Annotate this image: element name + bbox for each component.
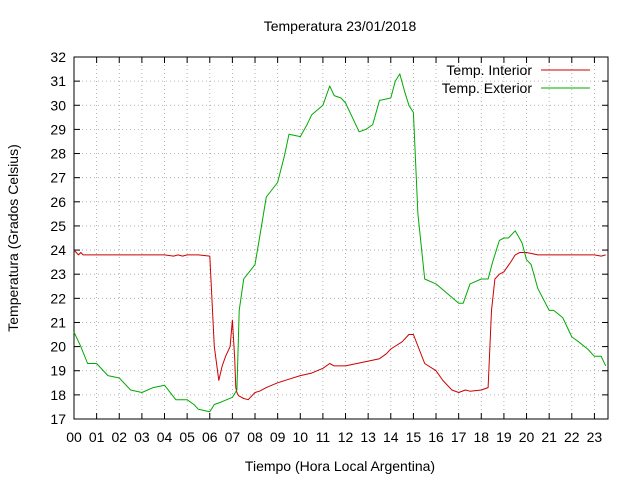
chart-title: Temperatura 23/01/2018 <box>264 18 417 34</box>
x-tick-label: 17 <box>451 429 467 445</box>
x-tick-label: 19 <box>496 429 512 445</box>
series-line-temp-exterior <box>73 73 607 413</box>
x-tick-label: 01 <box>89 429 105 445</box>
y-tick-label: 23 <box>50 266 66 282</box>
y-tick-label: 24 <box>50 242 66 258</box>
x-tick-label: 22 <box>564 429 580 445</box>
y-tick-label: 26 <box>50 194 66 210</box>
x-tick-label: 21 <box>541 429 557 445</box>
y-tick-label: 18 <box>50 387 66 403</box>
legend: Temp. Interior Temp. Exterior <box>442 62 590 96</box>
y-tick-label: 22 <box>50 290 66 306</box>
x-tick-label: 23 <box>587 429 603 445</box>
x-tick-label: 07 <box>225 429 241 445</box>
y-tick-label: 19 <box>50 363 66 379</box>
x-tick-label: 14 <box>383 429 399 445</box>
x-tick-label: 12 <box>338 429 354 445</box>
x-tick-label: 04 <box>157 429 173 445</box>
y-tick-label: 32 <box>50 49 66 65</box>
series-group <box>73 73 607 413</box>
x-tick-label: 15 <box>406 429 422 445</box>
y-axis-label: Temperatura (Grados Celsius) <box>5 144 21 332</box>
y-tick-label: 17 <box>50 411 66 427</box>
x-tick-label: 05 <box>179 429 195 445</box>
x-axis: 00 01 02 03 04 05 06 07 08 09 10 11 12 13 14 15 16 17 18 19… <box>66 57 602 445</box>
x-tick-label: 02 <box>111 429 127 445</box>
x-axis-label: Tiempo (Hora Local Argentina) <box>245 458 435 474</box>
legend-label-temp-exterior: Temp. Exterior <box>442 80 533 96</box>
x-tick-label: 11 <box>316 429 331 445</box>
x-tick-label: 13 <box>360 429 376 445</box>
x-tick-label: 20 <box>519 429 535 445</box>
plot-frame <box>73 56 609 420</box>
x-tick-label: 03 <box>134 429 150 445</box>
y-tick-label: 21 <box>50 314 66 330</box>
x-tick-label: 16 <box>428 429 444 445</box>
x-tick-label: 09 <box>270 429 286 445</box>
x-tick-label: 18 <box>473 429 489 445</box>
x-tick-label: 06 <box>202 429 218 445</box>
legend-label-temp-interior: Temp. Interior <box>446 62 532 78</box>
x-tick-label: 00 <box>66 429 82 445</box>
series-line-temp-interior <box>73 249 606 401</box>
y-tick-label: 25 <box>50 218 66 234</box>
grid <box>74 57 608 419</box>
x-tick-label: 08 <box>247 429 263 445</box>
y-tick-label: 29 <box>50 121 66 137</box>
x-tick-label: 10 <box>292 429 308 445</box>
y-tick-label: 28 <box>50 146 66 162</box>
y-tick-label: 31 <box>50 73 66 89</box>
y-tick-label: 20 <box>50 339 66 355</box>
y-tick-label: 27 <box>50 170 66 186</box>
y-axis: 17 18 19 20 21 22 23 24 25 26 27 28 29 30 31 32 <box>50 49 608 427</box>
y-tick-label: 30 <box>50 97 66 113</box>
